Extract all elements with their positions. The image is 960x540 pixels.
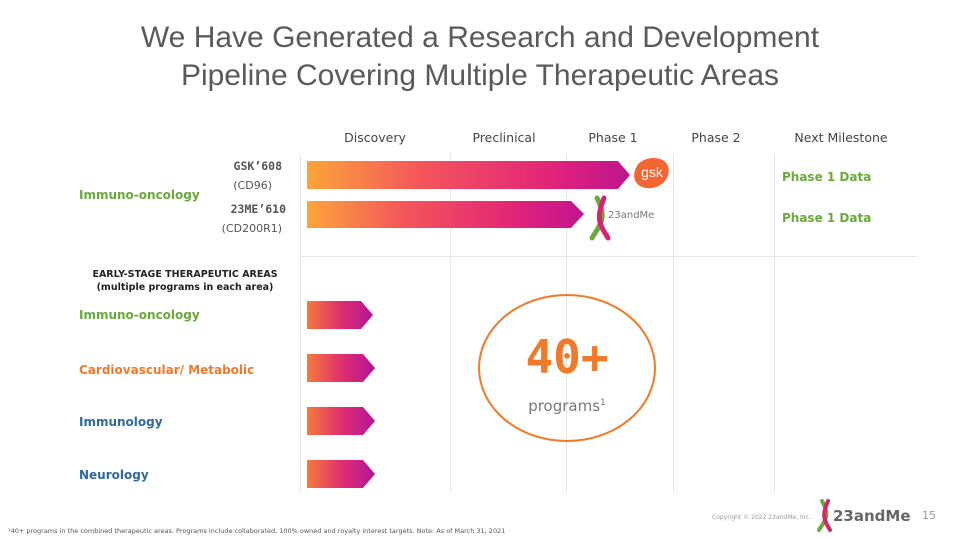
early-area-immuno-oncology: Immuno-oncology bbox=[79, 308, 200, 322]
slide-title-line-2: Pipeline Covering Multiple Therapeutic A… bbox=[180, 59, 780, 92]
footnote: ¹40+ programs in the combined therapeuti… bbox=[8, 527, 506, 535]
early-stage-heading-line-2: (multiple programs in each area) bbox=[96, 282, 274, 293]
program-target-cd200r1: (CD200R1) bbox=[221, 222, 282, 235]
grid-line bbox=[450, 154, 451, 492]
program-bar-23me610 bbox=[307, 201, 584, 228]
page-number: 15 bbox=[922, 509, 936, 522]
programs-label-text: programs bbox=[528, 397, 601, 415]
area-label-immuno-oncology: Immuno-oncology bbox=[79, 188, 200, 202]
phase-discovery: Discovery bbox=[344, 130, 406, 145]
grid-line bbox=[300, 154, 301, 492]
early-bar-immunology bbox=[307, 407, 375, 435]
brand-wordmark: 23andMe bbox=[833, 507, 911, 525]
program-name-23me610: 23ME’610 bbox=[230, 202, 286, 216]
grid-line bbox=[673, 154, 674, 492]
early-stage-heading-line-1: EARLY-STAGE THERAPEUTIC AREAS bbox=[92, 269, 278, 280]
program-target-cd96: (CD96) bbox=[233, 179, 272, 192]
phase-2: Phase 2 bbox=[691, 130, 741, 145]
programs-footnote-ref: 1 bbox=[600, 398, 606, 408]
programs-label: programs1 bbox=[478, 397, 656, 415]
grid-line bbox=[774, 154, 775, 492]
programs-callout-circle bbox=[478, 294, 656, 442]
early-stage-heading: EARLY-STAGE THERAPEUTIC AREAS (multiple … bbox=[80, 268, 290, 294]
23andme-footer-logo-icon bbox=[817, 499, 832, 532]
early-area-cardiovascular-metabolic: Cardiovascular/ Metabolic bbox=[79, 363, 255, 377]
slide-title-line-1: We Have Generated a Research and Develop… bbox=[140, 21, 820, 54]
phase-1: Phase 1 bbox=[588, 130, 638, 145]
copyright: Copyright © 2022 23andMe, Inc. bbox=[712, 514, 811, 521]
gsk-logo-icon bbox=[634, 157, 669, 189]
milestone-gsk608: Phase 1 Data bbox=[782, 170, 872, 184]
early-bar-immuno-oncology bbox=[307, 301, 373, 329]
program-name-gsk608: GSK’608 bbox=[233, 159, 282, 173]
phase-next-milestone: Next Milestone bbox=[794, 130, 888, 145]
phase-preclinical: Preclinical bbox=[472, 130, 536, 145]
programs-count: 40+ bbox=[525, 330, 609, 384]
23andme-logo-icon bbox=[589, 195, 611, 241]
early-area-neurology: Neurology bbox=[79, 468, 149, 482]
gsk-logo-text: gsk bbox=[641, 164, 663, 180]
program-bar-gsk608 bbox=[307, 161, 630, 189]
early-area-immunology: Immunology bbox=[79, 415, 163, 429]
milestone-23me610: Phase 1 Data bbox=[782, 211, 872, 225]
section-divider bbox=[300, 256, 917, 257]
early-bar-cardiovascular bbox=[307, 354, 375, 382]
early-bar-neurology bbox=[307, 460, 375, 488]
23andme-logo-text: 23andMe bbox=[608, 210, 655, 221]
